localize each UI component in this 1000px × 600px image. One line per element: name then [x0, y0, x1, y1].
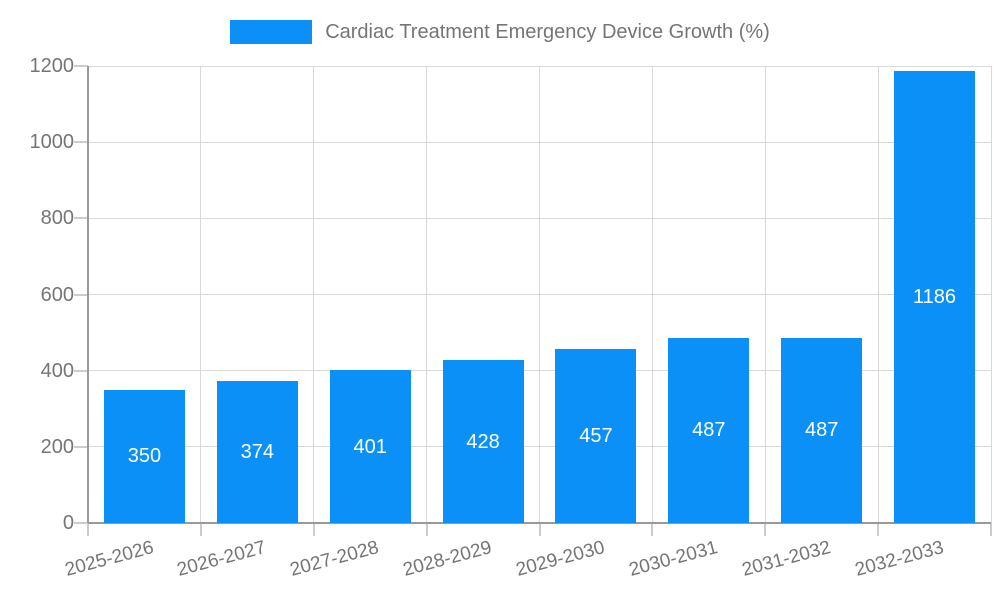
- bar: [668, 337, 750, 523]
- x-axis-tick: [538, 523, 541, 536]
- bar-value-label: 350: [127, 445, 162, 468]
- bar: [442, 360, 524, 523]
- gridline-vertical: [990, 66, 992, 523]
- x-axis-tick-label: 2027-2028: [288, 537, 382, 581]
- bar: [781, 337, 863, 523]
- y-axis-tick-label: 0: [62, 512, 74, 534]
- x-axis-tick: [990, 523, 992, 536]
- gridline-vertical: [313, 66, 315, 523]
- gridline-vertical: [200, 66, 202, 523]
- bar-value-label: 487: [692, 419, 726, 442]
- bar-value-label: 374: [240, 440, 274, 463]
- y-axis-tick-label: 200: [40, 435, 74, 458]
- y-axis-tick-label: 1200: [29, 55, 75, 77]
- x-axis-tick-label: 2031-2032: [739, 537, 833, 581]
- y-axis-tick: [74, 141, 88, 144]
- bar-value-label: 401: [353, 435, 387, 458]
- bar: [555, 348, 637, 523]
- x-axis-tick-label: 2032-2033: [852, 537, 946, 581]
- y-axis-tick-label: 400: [40, 359, 74, 382]
- bar: [894, 71, 976, 523]
- y-axis-tick-label: 800: [40, 207, 74, 230]
- gridline-vertical: [426, 66, 428, 523]
- bar-value-label: 457: [579, 424, 613, 447]
- y-axis-tick-label: 600: [40, 283, 74, 306]
- x-axis-tick: [199, 523, 202, 536]
- x-axis-tick-label: 2025-2026: [62, 537, 156, 581]
- bar-value-label: 487: [805, 419, 839, 442]
- x-axis-tick-label: 2028-2029: [401, 537, 495, 581]
- x-axis-line: [88, 522, 991, 524]
- y-axis-tick: [74, 369, 88, 372]
- x-axis-tick: [312, 523, 315, 536]
- x-axis-tick-label: 2026-2027: [175, 537, 269, 581]
- x-axis-tick: [651, 523, 654, 536]
- y-axis-tick: [74, 217, 88, 220]
- y-axis-tick: [74, 293, 88, 296]
- x-axis-tick-label: 2030-2031: [626, 537, 720, 581]
- y-axis-tick: [74, 65, 88, 67]
- bar-value-label: 428: [466, 430, 500, 453]
- legend[interactable]: Cardiac Treatment Emergency Device Growt…: [0, 20, 1000, 44]
- legend-label: Cardiac Treatment Emergency Device Growt…: [325, 20, 770, 43]
- x-axis-tick: [877, 523, 880, 536]
- y-axis-tick: [74, 445, 88, 448]
- bar-value-label: 1186: [913, 286, 957, 309]
- x-axis-tick: [425, 523, 428, 536]
- bar: [329, 370, 411, 523]
- x-axis-tick-label: 2029-2030: [513, 537, 608, 581]
- y-axis-tick: [74, 522, 88, 524]
- x-axis-tick: [764, 523, 767, 536]
- y-axis-line: [87, 66, 89, 523]
- gridline-vertical: [764, 66, 766, 523]
- x-axis-tick: [87, 523, 89, 536]
- gridline-vertical: [539, 66, 540, 523]
- gridline-vertical: [651, 66, 653, 523]
- gridline-vertical: [877, 66, 879, 523]
- bar: [103, 389, 185, 523]
- legend-swatch: [230, 20, 313, 44]
- bar: [216, 380, 298, 523]
- y-axis-tick-label: 1000: [29, 131, 75, 154]
